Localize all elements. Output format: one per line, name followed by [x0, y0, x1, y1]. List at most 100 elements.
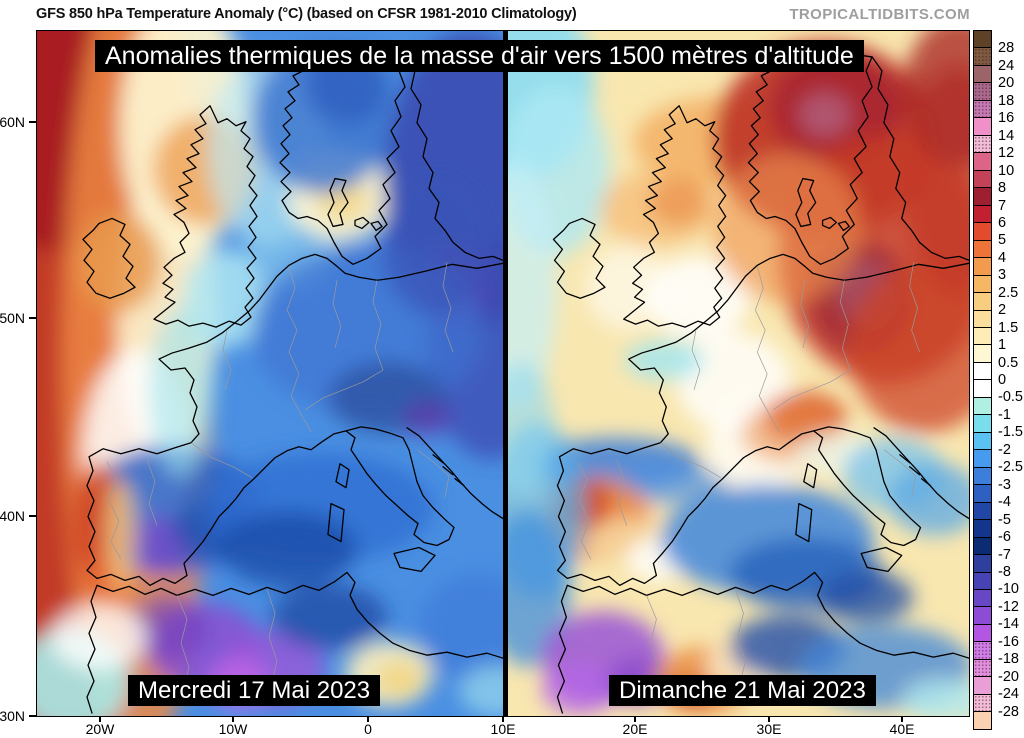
colorbar-band	[974, 82, 991, 100]
colorbar-tick-label: 14	[998, 127, 1015, 144]
colorbar-band	[974, 554, 991, 572]
colorbar-band	[974, 169, 991, 188]
colorbar-labels: 28 24 20 18 16 14 12 10 8 7 6 5 4 3 2.5 2 1.5 1 0.5 0 -0.5 -1…	[995, 30, 1024, 730]
colorbar-band	[974, 589, 991, 607]
colorbar-band	[974, 134, 991, 153]
colorbar-tick-label: 0.5	[998, 354, 1019, 371]
colorbar-tick-label: -2	[998, 441, 1011, 458]
colorbar-tick-label: -24	[998, 686, 1019, 703]
colorbar-tick-label: -14	[998, 616, 1019, 633]
banner: Anomalies thermiques de la masse d'air v…	[95, 40, 864, 72]
colorbar-tick-label: 24	[998, 57, 1015, 74]
colorbar-band	[974, 187, 991, 205]
lat-tick	[29, 317, 36, 319]
map-panel-right	[508, 31, 969, 716]
colorbar-band	[974, 257, 991, 275]
colorbar-tick-label: 2	[998, 302, 1007, 319]
date-label-right: Dimanche 21 Mai 2023	[609, 675, 876, 706]
colorbar-band	[974, 658, 991, 677]
lon-tick	[232, 717, 234, 722]
colorbar-tick-label: 2.5	[998, 284, 1019, 301]
colorbar	[973, 30, 992, 730]
title-bar: GFS 850 hPa Temperature Anomaly (°C) (ba…	[0, 0, 1024, 30]
lat-label: 40N	[0, 508, 25, 524]
colorbar-band	[974, 466, 991, 485]
colorbar-tick-label: 18	[998, 92, 1015, 109]
colorbar-band	[974, 152, 991, 170]
colorbar-band	[974, 379, 991, 397]
colorbar-tick-label: 28	[998, 40, 1015, 57]
colorbar-band	[974, 519, 991, 537]
lat-label: 30N	[0, 708, 25, 724]
colorbar-tick-label: 4	[998, 249, 1007, 266]
map-panel-left	[37, 31, 503, 716]
colorbar-tick-label: 6	[998, 214, 1007, 231]
colorbar-tick-label: 3	[998, 267, 1007, 284]
colorbar-band	[974, 501, 991, 520]
colorbar-tick-label: -2.5	[998, 459, 1023, 476]
colorbar-tick-label: 1.5	[998, 319, 1019, 336]
colorbar-band	[974, 47, 991, 65]
colorbar-tick-label: -10	[998, 581, 1019, 598]
colorbar-band	[974, 571, 991, 589]
lon-tick	[367, 717, 369, 722]
colorbar-tick-label: -4	[998, 494, 1011, 511]
colorbar-band	[974, 676, 991, 694]
map-area: Anomalies thermiques de la masse d'air v…	[36, 30, 970, 717]
colorbar-tick-label: -6	[998, 529, 1011, 546]
colorbar-tick-label: -1	[998, 406, 1011, 423]
lat-tick	[29, 515, 36, 517]
colorbar-band	[974, 361, 991, 380]
panel-separator	[503, 31, 508, 716]
colorbar-band	[974, 99, 991, 118]
colorbar-tick-label: -3	[998, 476, 1011, 493]
page-title: GFS 850 hPa Temperature Anomaly (°C) (ba…	[36, 6, 577, 22]
colorbar-band	[974, 239, 991, 258]
colorbar-band	[974, 326, 991, 345]
colorbar-tick-label: -16	[998, 633, 1019, 650]
colorbar-tick-label: -7	[998, 546, 1011, 563]
colorbar-tick-label: 8	[998, 180, 1007, 197]
lon-label: 30E	[756, 721, 782, 737]
lon-tick	[901, 717, 903, 722]
colorbar-band	[974, 484, 991, 502]
lon-label: 20E	[622, 721, 648, 737]
date-label-left: Mercredi 17 Mai 2023	[128, 675, 381, 706]
colorbar-tick-label: -5	[998, 511, 1011, 528]
lon-label: 10E	[490, 721, 516, 737]
colorbar-tick-label: 20	[998, 75, 1015, 92]
colorbar-band	[974, 396, 991, 415]
colorbar-tick-label: 12	[998, 145, 1015, 162]
colorbar-band	[974, 449, 991, 467]
lat-label: 50N	[0, 310, 25, 326]
colorbar-tick-label: -28	[998, 703, 1019, 720]
colorbar-tick-label: -12	[998, 598, 1019, 615]
colorbar-band	[974, 606, 991, 624]
colorbar-tick-label: 16	[998, 110, 1015, 127]
watermark: TROPICALTIDBITS.COM	[789, 6, 970, 23]
lon-label: 0	[364, 721, 372, 737]
colorbar-band	[974, 344, 991, 362]
colorbar-band	[974, 711, 991, 729]
colorbar-band	[974, 641, 991, 659]
latitude-axis: 60N 50N 40N 30N	[0, 30, 36, 724]
colorbar-band	[974, 292, 991, 310]
lon-tick	[768, 717, 770, 722]
longitude-axis: 20W 10W 0 10E 20E 30E 40E	[0, 717, 1024, 738]
colorbar-tick-label: 10	[998, 162, 1015, 179]
colorbar-band	[974, 623, 991, 642]
colorbar-band	[974, 117, 991, 135]
lon-label: 20W	[85, 721, 115, 737]
colorbar-tick-label: -0.5	[998, 389, 1023, 406]
lat-tick	[29, 121, 36, 123]
colorbar-band	[974, 64, 991, 83]
lat-label: 60N	[0, 114, 25, 130]
lon-label: 40E	[889, 721, 915, 737]
colorbar-tick-label: 1	[998, 337, 1007, 354]
colorbar-tick-label: -8	[998, 563, 1011, 580]
colorbar-band	[974, 693, 991, 712]
lat-tick	[29, 715, 36, 717]
lon-tick	[502, 717, 504, 722]
anomaly-field-right	[508, 31, 969, 716]
colorbar-tick-label: 5	[998, 232, 1007, 249]
